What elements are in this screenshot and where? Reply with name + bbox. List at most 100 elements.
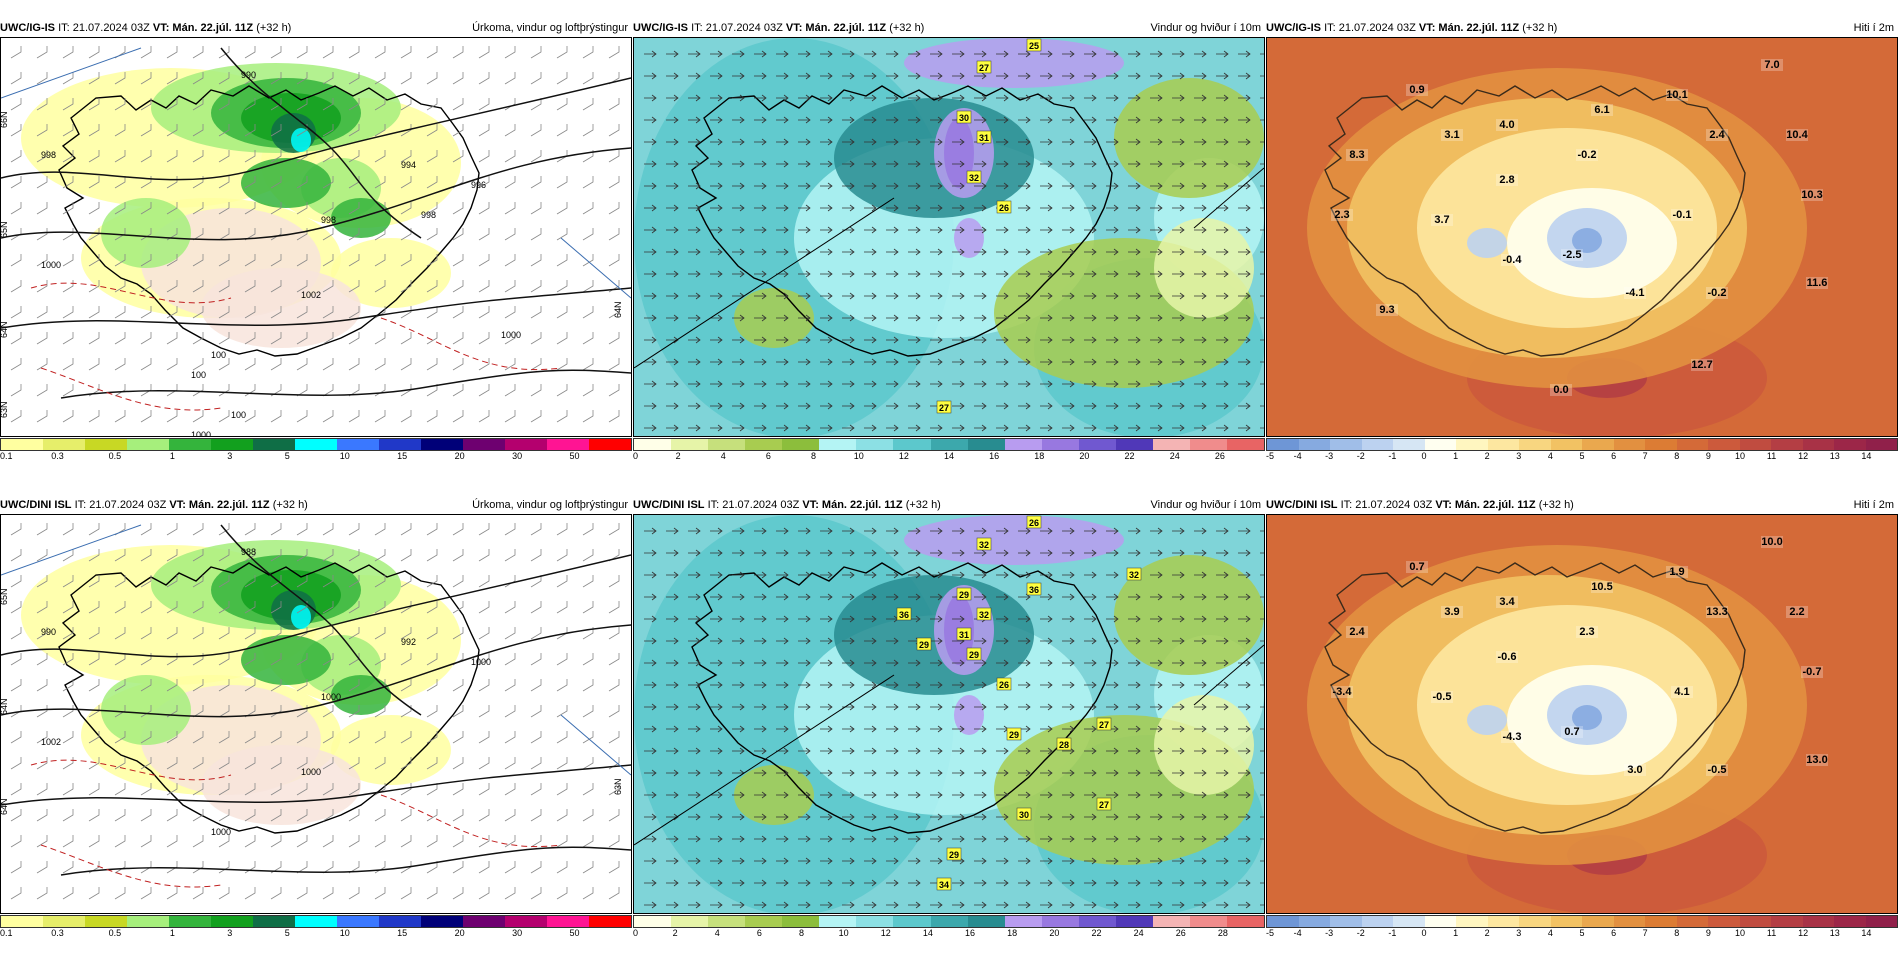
temp-label: 9.3: [1379, 304, 1394, 316]
gust-label: 29: [949, 850, 959, 860]
latitude-label: 63N: [1, 401, 9, 418]
gust-marker: [976, 537, 992, 551]
temp-label-bg: [1501, 254, 1523, 266]
colorbar-swatch: [819, 439, 857, 450]
valid-time: VT: Mán. 22.júl. 11Z: [169, 499, 270, 511]
temp-label: 2.8: [1499, 174, 1514, 186]
colorbar-tick: -4: [1293, 928, 1302, 938]
colorbar-tick: -5: [1266, 451, 1275, 461]
temp-label-bg: [1691, 359, 1713, 371]
colorbar: -5 -4 -3 -2 -1 0 1 2 3 4 5 6 7 8 9 10 11 12 13 14: [1266, 915, 1898, 938]
gust-label: 36: [899, 610, 909, 620]
gust-marker: [966, 647, 982, 661]
panel-temp-dini: UWC/DINI ISL IT: 21.07.2024 03Z VT: Mán.…: [1266, 497, 1898, 961]
colorbar-tick: 6: [765, 451, 771, 461]
colorbar-swatch: [1361, 916, 1393, 927]
colorbar-tick: 0: [1421, 451, 1427, 461]
model-name: UWC/IG-IS: [1266, 22, 1321, 34]
colorbar-tick: 14: [922, 928, 933, 938]
temp-label-bg: [1431, 691, 1453, 703]
colorbar-swatch: [1267, 916, 1299, 927]
colorbar-tick: 3: [1516, 451, 1522, 461]
colorbar-swatch: [1004, 439, 1042, 450]
map-area[interactable]: 0.7 2.4 3.9 3.4 -0.6 10.5 2.3 1.9 10.0 13.3 2.2 -0.…: [1266, 514, 1898, 914]
colorbar-swatch: [505, 439, 547, 450]
map-area[interactable]: 988 990 992 1000 1000 1002 1000 1000 65N 64N 64N 63…: [0, 514, 632, 914]
temp-label-bg: [1671, 209, 1693, 221]
colorbar-swatch: [1227, 439, 1265, 450]
latitude-label: 64N: [1, 798, 9, 815]
model-name: UWC/IG-IS: [633, 22, 688, 34]
temp-label: 2.2: [1789, 606, 1804, 618]
colorbar-tick: 50: [569, 451, 580, 461]
colorbar-swatch: [1739, 916, 1771, 927]
gust-label: 30: [959, 113, 969, 123]
colorbar-tick: 10: [1734, 451, 1746, 461]
isobar-label: 100: [231, 410, 246, 420]
colorbar-tick: 50: [569, 928, 580, 938]
colorbar-tick: 2: [1484, 451, 1490, 461]
colorbar-tick: 0.1: [0, 928, 13, 938]
temp-label: -3.4: [1333, 686, 1353, 698]
map-area[interactable]: 27 30 31 32 26 27 25: [633, 37, 1265, 437]
colorbar-swatch: [1771, 916, 1803, 927]
colorbar-swatch: [1, 439, 43, 450]
colorbar-swatch: [1298, 439, 1330, 450]
colorbar-swatch: [295, 916, 337, 927]
isobar-label: 1002: [41, 737, 61, 747]
temp-label: 3.1: [1444, 129, 1459, 141]
colorbar-tick: 28: [1217, 928, 1228, 938]
colorbar-swatch: [671, 439, 709, 450]
panel-temp-igis: UWC/IG-IS IT: 21.07.2024 03Z VT: Mán. 22…: [1266, 20, 1898, 484]
colorbar-tick: 6: [1611, 451, 1617, 461]
colorbar-swatch: [1078, 439, 1116, 450]
init-time: IT: 21.07.2024 03Z: [1324, 22, 1416, 34]
colorbar-tick: 14: [1861, 451, 1872, 461]
map-area[interactable]: 990 998 994 996 998 1000 1002 100 998 1000 1000 100…: [0, 37, 632, 437]
map-area[interactable]: 0.9 8.3 3.1 4.0 2.8 6.1 -0.2 10.1 7.0 2.4 10.4 10.3…: [1266, 37, 1898, 437]
init-time: IT: 21.07.2024 03Z: [1340, 499, 1433, 511]
temp-label-bg: [1406, 561, 1428, 573]
panel-header: UWC/IG-IS IT: 21.07.2024 03Z VT: Mán. 22…: [633, 20, 1265, 37]
colorbar-swatch: [589, 439, 631, 450]
isobar-label: 998: [421, 210, 436, 220]
temp-label-bg: [1331, 209, 1353, 221]
colorbar-tick: 26: [1175, 928, 1186, 938]
gust-marker: [996, 200, 1012, 214]
colorbar-swatch: [856, 916, 894, 927]
gust-label: 29: [1009, 730, 1019, 740]
colorbar-tick: 22: [1091, 928, 1102, 938]
latitude-label: 64N: [1, 698, 9, 715]
temp-label: -0.4: [1503, 254, 1523, 266]
colorbar-tick: 4: [720, 451, 726, 461]
colorbar-swatch: [1456, 439, 1488, 450]
colorbar-swatch: [589, 916, 631, 927]
colorbar-tick: 9: [1705, 451, 1711, 461]
panel-header: UWC/IG-IS IT: 21.07.2024 03Z VT: Mán. 22…: [1266, 20, 1898, 37]
colorbar-tick: 12: [898, 451, 909, 461]
colorbar-swatch: [1834, 916, 1866, 927]
colorbar-tick: 8: [799, 928, 805, 938]
gust-label: 34: [939, 880, 949, 890]
init-time: IT: 21.07.2024 03Z: [74, 499, 167, 511]
temp-label-bg: [1706, 129, 1728, 141]
colorbar-tick: 10: [853, 451, 864, 461]
temp-label: 7.0: [1764, 59, 1779, 71]
colorbar: 0.1 0.3 0.5 1 3 5 10 15 20 30 50: [0, 915, 632, 938]
colorbar-tick: 0: [633, 928, 639, 938]
gust-marker: [1026, 582, 1042, 596]
gust-marker: [1026, 515, 1042, 529]
temp-label-bg: [1346, 149, 1368, 161]
map-area[interactable]: 32 29 32 29 26 34 26 29 36 32 36 31 29 28 27 27 30 29: [633, 514, 1265, 914]
lead-time: (+32 h): [256, 22, 292, 34]
valid-time: VT: Mán. 22.júl. 11Z: [1435, 499, 1536, 511]
temp-label: 10.1: [1666, 89, 1687, 101]
gust-label: 32: [979, 540, 989, 550]
temp-label-bg: [1376, 304, 1398, 316]
gust-marker: [1126, 567, 1142, 581]
temp-label: 2.3: [1334, 209, 1349, 221]
colorbar-tick: 4: [1547, 451, 1553, 461]
temp-label: -0.2: [1578, 149, 1597, 161]
gust-marker: [936, 877, 952, 891]
temp-label: 12.7: [1691, 359, 1712, 371]
